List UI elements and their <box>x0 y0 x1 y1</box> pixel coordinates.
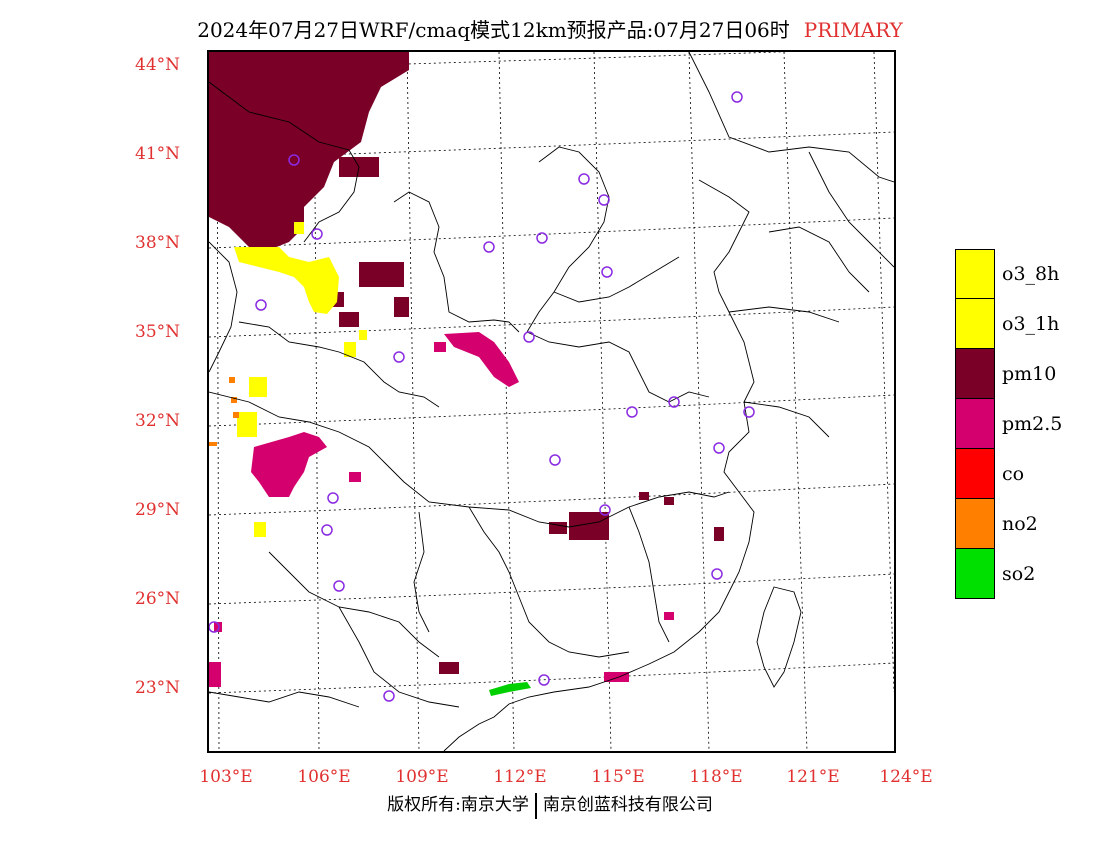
station-marker <box>601 266 613 278</box>
legend-label: o3_1h <box>1002 313 1060 335</box>
footer-separator <box>534 792 537 819</box>
station-marker <box>536 232 548 244</box>
station-marker <box>311 228 323 240</box>
boundaries <box>209 52 894 751</box>
legend-label: o3_8h <box>1002 263 1060 285</box>
station-markers <box>209 91 755 702</box>
pm25-areas <box>209 332 674 687</box>
pm10-areas <box>209 52 724 674</box>
legend-swatch <box>955 499 995 549</box>
lon-label-121: 121°E <box>786 767 840 787</box>
map-canvas <box>209 52 894 751</box>
lat-label-29: 29°N <box>135 500 181 520</box>
legend-swatch <box>955 299 995 349</box>
station-marker <box>209 621 220 633</box>
legend-label: no2 <box>1002 513 1038 535</box>
lon-label-118: 118°E <box>689 767 743 787</box>
title-tag: PRIMARY <box>803 18 903 42</box>
lat-label-38: 38°N <box>135 233 181 253</box>
lat-label-41: 41°N <box>135 144 181 164</box>
legend-swatch <box>955 249 995 299</box>
map-title: 2024年07月27日WRF/cmaq模式12km预报产品:07月27日06时 P… <box>0 14 1100 43</box>
lat-label-26: 26°N <box>135 589 181 609</box>
station-marker <box>668 396 680 408</box>
station-marker <box>327 492 339 504</box>
lon-label-112: 112°E <box>493 767 547 787</box>
station-marker <box>578 173 590 185</box>
station-marker <box>288 154 300 166</box>
so2-areas <box>489 682 531 696</box>
station-marker <box>731 91 743 103</box>
legend-item: pm10 <box>955 349 1100 399</box>
legend-item: so2 <box>955 549 1100 599</box>
station-marker <box>255 299 267 311</box>
station-marker <box>713 442 725 454</box>
legend-item: no2 <box>955 499 1100 549</box>
legend-swatch <box>955 449 995 499</box>
footer-credits: 版权所有:南京大学 南京创蓝科技有限公司 <box>0 790 1100 819</box>
lon-label-124: 124°E <box>879 767 933 787</box>
station-marker <box>321 524 333 536</box>
lat-label-35: 35°N <box>135 322 181 342</box>
station-marker <box>599 504 611 516</box>
station-marker <box>523 331 535 343</box>
legend-swatch <box>955 349 995 399</box>
lat-label-32: 32°N <box>135 411 181 431</box>
title-main: 2024年07月27日WRF/cmaq模式12km预报产品:07月27日06时 <box>197 18 790 42</box>
lon-label-106: 106°E <box>297 767 351 787</box>
station-marker <box>549 454 561 466</box>
station-marker <box>483 241 495 253</box>
lon-label-103: 103°E <box>199 767 253 787</box>
station-marker <box>333 580 345 592</box>
lat-label-23: 23°N <box>135 678 181 698</box>
legend-label: so2 <box>1002 563 1036 585</box>
legend-label: pm2.5 <box>1002 413 1063 435</box>
lon-label-109: 109°E <box>395 767 449 787</box>
station-marker <box>598 194 610 206</box>
station-marker <box>711 568 723 580</box>
lon-label-115: 115°E <box>591 767 645 787</box>
station-marker <box>383 690 395 702</box>
o3-areas <box>234 222 367 537</box>
station-marker <box>393 351 405 363</box>
pollutant-legend: o3_8h o3_1h pm10 pm2.5 co no2 so2 <box>955 249 1100 599</box>
station-marker <box>743 406 755 418</box>
map-area <box>207 50 896 753</box>
legend-label: pm10 <box>1002 363 1057 385</box>
legend-swatch <box>955 399 995 449</box>
station-marker <box>626 406 638 418</box>
lat-label-44: 44°N <box>135 55 181 75</box>
legend-swatch <box>955 549 995 599</box>
no2-areas <box>209 377 239 446</box>
legend-item: o3_8h <box>955 249 1100 299</box>
station-marker <box>538 674 550 686</box>
legend-item: pm2.5 <box>955 399 1100 449</box>
footer-right: 南京创蓝科技有限公司 <box>542 795 713 815</box>
footer-left: 版权所有:南京大学 <box>387 795 529 815</box>
legend-item: o3_1h <box>955 299 1100 349</box>
legend-label: co <box>1002 463 1025 485</box>
legend-item: co <box>955 449 1100 499</box>
